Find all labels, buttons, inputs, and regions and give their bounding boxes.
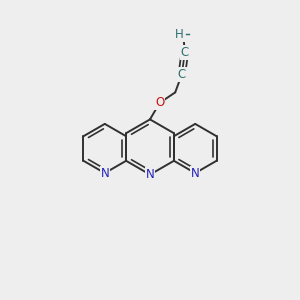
Text: O: O: [155, 96, 164, 110]
Text: N: N: [191, 167, 200, 180]
Text: N: N: [100, 167, 109, 180]
Text: N: N: [146, 168, 154, 181]
Text: C: C: [181, 46, 189, 59]
Text: H: H: [175, 28, 184, 41]
Text: C: C: [178, 68, 186, 81]
